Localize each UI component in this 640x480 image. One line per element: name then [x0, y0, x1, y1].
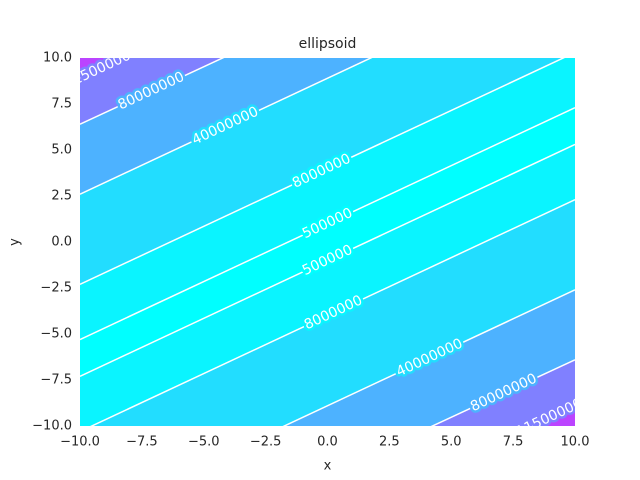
- contour-line: [80, 107, 575, 341]
- y-axis-label: y: [8, 238, 23, 246]
- contour-line: [80, 143, 575, 377]
- contour-line: [282, 289, 575, 426]
- x-tick-label: −2.5: [250, 435, 282, 450]
- y-tick-label: −5.0: [40, 327, 72, 342]
- y-tick-label: 5.0: [51, 143, 72, 158]
- contour-line: [80, 58, 225, 125]
- y-tick-label: 2.5: [51, 189, 72, 204]
- x-tick-label: 0.0: [317, 435, 338, 450]
- contour-line: [80, 58, 565, 285]
- x-tick-label: −5.0: [188, 435, 220, 450]
- plot-area: 5000005000008000000800000040000000400000…: [80, 58, 575, 426]
- y-tick-label: 0.0: [51, 235, 72, 250]
- x-axis-label: x: [324, 459, 332, 474]
- x-tick-label: −7.5: [126, 435, 158, 450]
- contour-line: [430, 359, 575, 426]
- y-tick-label: −2.5: [40, 281, 72, 296]
- x-tick-label: 10.0: [561, 435, 590, 450]
- x-tick-label: 2.5: [379, 435, 400, 450]
- x-tick-label: 5.0: [441, 435, 462, 450]
- contour-line: [80, 58, 373, 195]
- contour-band: [80, 107, 575, 377]
- x-tick-label: 7.5: [503, 435, 524, 450]
- x-tick-label: −10.0: [60, 435, 100, 450]
- y-tick-label: 10.0: [43, 51, 72, 66]
- contour-line: [90, 199, 575, 426]
- y-tick-label: 7.5: [51, 97, 72, 112]
- chart-title: ellipsoid: [299, 36, 357, 52]
- y-tick-label: −7.5: [40, 373, 72, 388]
- y-tick-label: −10.0: [32, 419, 72, 434]
